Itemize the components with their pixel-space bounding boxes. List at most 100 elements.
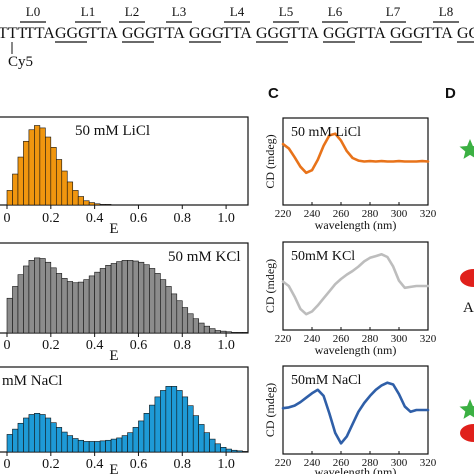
loop-label: L1 bbox=[81, 4, 95, 19]
histogram-frame bbox=[0, 116, 249, 206]
histogram-bar bbox=[61, 431, 68, 453]
histogram-bar bbox=[154, 396, 161, 453]
histogram-bar bbox=[12, 286, 19, 334]
cd-x-tick-label: 260 bbox=[333, 457, 350, 469]
histogram-bar bbox=[12, 173, 19, 206]
histogram-bar bbox=[83, 441, 90, 453]
histogram-bar bbox=[55, 159, 63, 206]
green-star-icon bbox=[459, 399, 474, 419]
x-tick-label: 1.0 bbox=[217, 211, 235, 226]
red-marker-icon bbox=[460, 269, 474, 287]
cd-x-tick-label: 260 bbox=[333, 333, 350, 345]
histogram-bar bbox=[94, 441, 101, 453]
histogram-bar bbox=[88, 275, 95, 334]
cd-x-tick-label: 220 bbox=[275, 208, 292, 220]
histogram-title: 50 mM LiCl bbox=[75, 123, 150, 139]
x-tick-label: 0.6 bbox=[130, 457, 148, 472]
histogram-bar bbox=[132, 427, 139, 453]
histogram-bar bbox=[45, 261, 52, 334]
histogram-bar bbox=[99, 204, 106, 206]
cd-y-axis-label: CD (mdeg) bbox=[263, 383, 277, 437]
histogram-bar bbox=[209, 438, 216, 453]
sequence-segment: GGG bbox=[457, 25, 474, 42]
panel-decorations: C D A bbox=[268, 85, 474, 442]
histogram-bar bbox=[132, 260, 139, 334]
histogram-bar bbox=[121, 260, 128, 334]
histogram-bar bbox=[50, 147, 57, 206]
histogram-title: 50 mM KCl bbox=[168, 249, 241, 265]
cd-x-axis-label: wavelength (nm) bbox=[315, 343, 397, 357]
cd-x-tick-label: 260 bbox=[333, 208, 350, 220]
x-tick-label: 0.2 bbox=[42, 457, 60, 472]
sequence-text: TTTTTAGGGTTA GGGTTA GGGTTA GGGTTA GGGTTA GGGT… bbox=[0, 25, 474, 42]
cd-x-tick-label: 300 bbox=[391, 333, 408, 345]
histogram-bar bbox=[105, 204, 112, 206]
histogram-panels: 50 mM LiCl 0 0.2 0.4 0.6 0.8 1.0 E 50 mM KCl 0 0.2… bbox=[0, 116, 249, 474]
histogram-bar bbox=[6, 297, 13, 334]
loop-label: L4 bbox=[230, 4, 245, 19]
cd-panel-0: 50 mM LiCl 220 240 260 280 300 320 wavelength (… bbox=[263, 117, 437, 232]
x-tick-label: 0 bbox=[4, 211, 11, 226]
cd-x-tick-label: 280 bbox=[362, 457, 379, 469]
histogram-bar bbox=[50, 267, 57, 334]
histogram-1: 50 mM KCl 0 0.2 0.4 0.6 0.8 1.0 E bbox=[0, 242, 249, 364]
histogram-bar bbox=[34, 257, 41, 334]
histogram-bar bbox=[242, 332, 249, 334]
loop-label: L8 bbox=[439, 4, 453, 19]
x-tick-label: 0 bbox=[4, 338, 11, 353]
histogram-bar bbox=[17, 156, 24, 206]
histogram-bar bbox=[231, 449, 238, 453]
cd-panel-2: 50mM NaCl 220 240 260 280 300 320 wavelength (n… bbox=[263, 365, 437, 474]
dye-label: Cy5 bbox=[8, 54, 33, 70]
histogram-bar bbox=[88, 441, 95, 453]
histogram-bar bbox=[17, 274, 24, 334]
histogram-bar bbox=[55, 273, 63, 334]
histogram-bar bbox=[23, 140, 30, 206]
cd-x-tick-label: 240 bbox=[304, 333, 321, 345]
histogram-bar bbox=[138, 261, 145, 334]
cd-x-tick-label: 320 bbox=[420, 333, 437, 345]
histogram-bar bbox=[66, 435, 74, 453]
histogram-bar bbox=[28, 414, 35, 453]
cd-spectra-panels: 50 mM LiCl 220 240 260 280 300 320 wavelength (… bbox=[263, 117, 437, 474]
x-tick-label: 0.4 bbox=[86, 211, 104, 226]
histogram-bar bbox=[231, 332, 238, 334]
sequence-segment: TTA bbox=[88, 25, 118, 42]
histogram-bar bbox=[39, 127, 46, 206]
histogram-bar bbox=[72, 190, 79, 206]
histogram-bar bbox=[127, 432, 134, 453]
cd-x-tick-label: 300 bbox=[391, 208, 408, 220]
histogram-bar bbox=[149, 268, 156, 334]
histogram-bar bbox=[165, 386, 172, 453]
histogram-bar bbox=[192, 318, 200, 334]
red-marker-icon bbox=[460, 424, 474, 442]
loop-label: L0 bbox=[26, 4, 40, 19]
histogram-title: mM NaCl bbox=[2, 373, 62, 389]
sequence-segment: TTA bbox=[25, 25, 55, 42]
histogram-2: mM NaCl 0 0.2 0.4 0.6 0.8 1.0 E bbox=[0, 366, 249, 474]
histogram-bar bbox=[236, 332, 243, 334]
sequence-segment: TTA bbox=[222, 25, 252, 42]
histogram-bar bbox=[214, 443, 221, 453]
histogram-bar bbox=[72, 282, 79, 334]
histogram-bar bbox=[165, 286, 172, 334]
histogram-bar bbox=[12, 428, 19, 453]
histogram-bar bbox=[187, 313, 194, 334]
histogram-bar bbox=[171, 293, 178, 334]
loop-label: L6 bbox=[328, 4, 343, 19]
sequence-segment: TTT bbox=[0, 25, 28, 42]
histogram-bar bbox=[94, 203, 101, 206]
cd-title: 50mM NaCl bbox=[291, 373, 362, 388]
histogram-bar bbox=[181, 396, 189, 453]
histogram-bar bbox=[116, 261, 123, 334]
x-tick-label: 0 bbox=[4, 457, 11, 472]
x-tick-label: 0.6 bbox=[130, 211, 148, 226]
histogram-bar bbox=[242, 451, 249, 453]
loop-label: L3 bbox=[172, 4, 186, 19]
histogram-bar bbox=[83, 279, 90, 334]
histogram-bar bbox=[83, 200, 90, 206]
cd-x-axis-label: wavelength (nm) bbox=[315, 218, 397, 232]
histogram-bar bbox=[110, 263, 117, 334]
histogram-bar bbox=[220, 330, 227, 334]
sequence-segment: GGG bbox=[256, 25, 291, 42]
